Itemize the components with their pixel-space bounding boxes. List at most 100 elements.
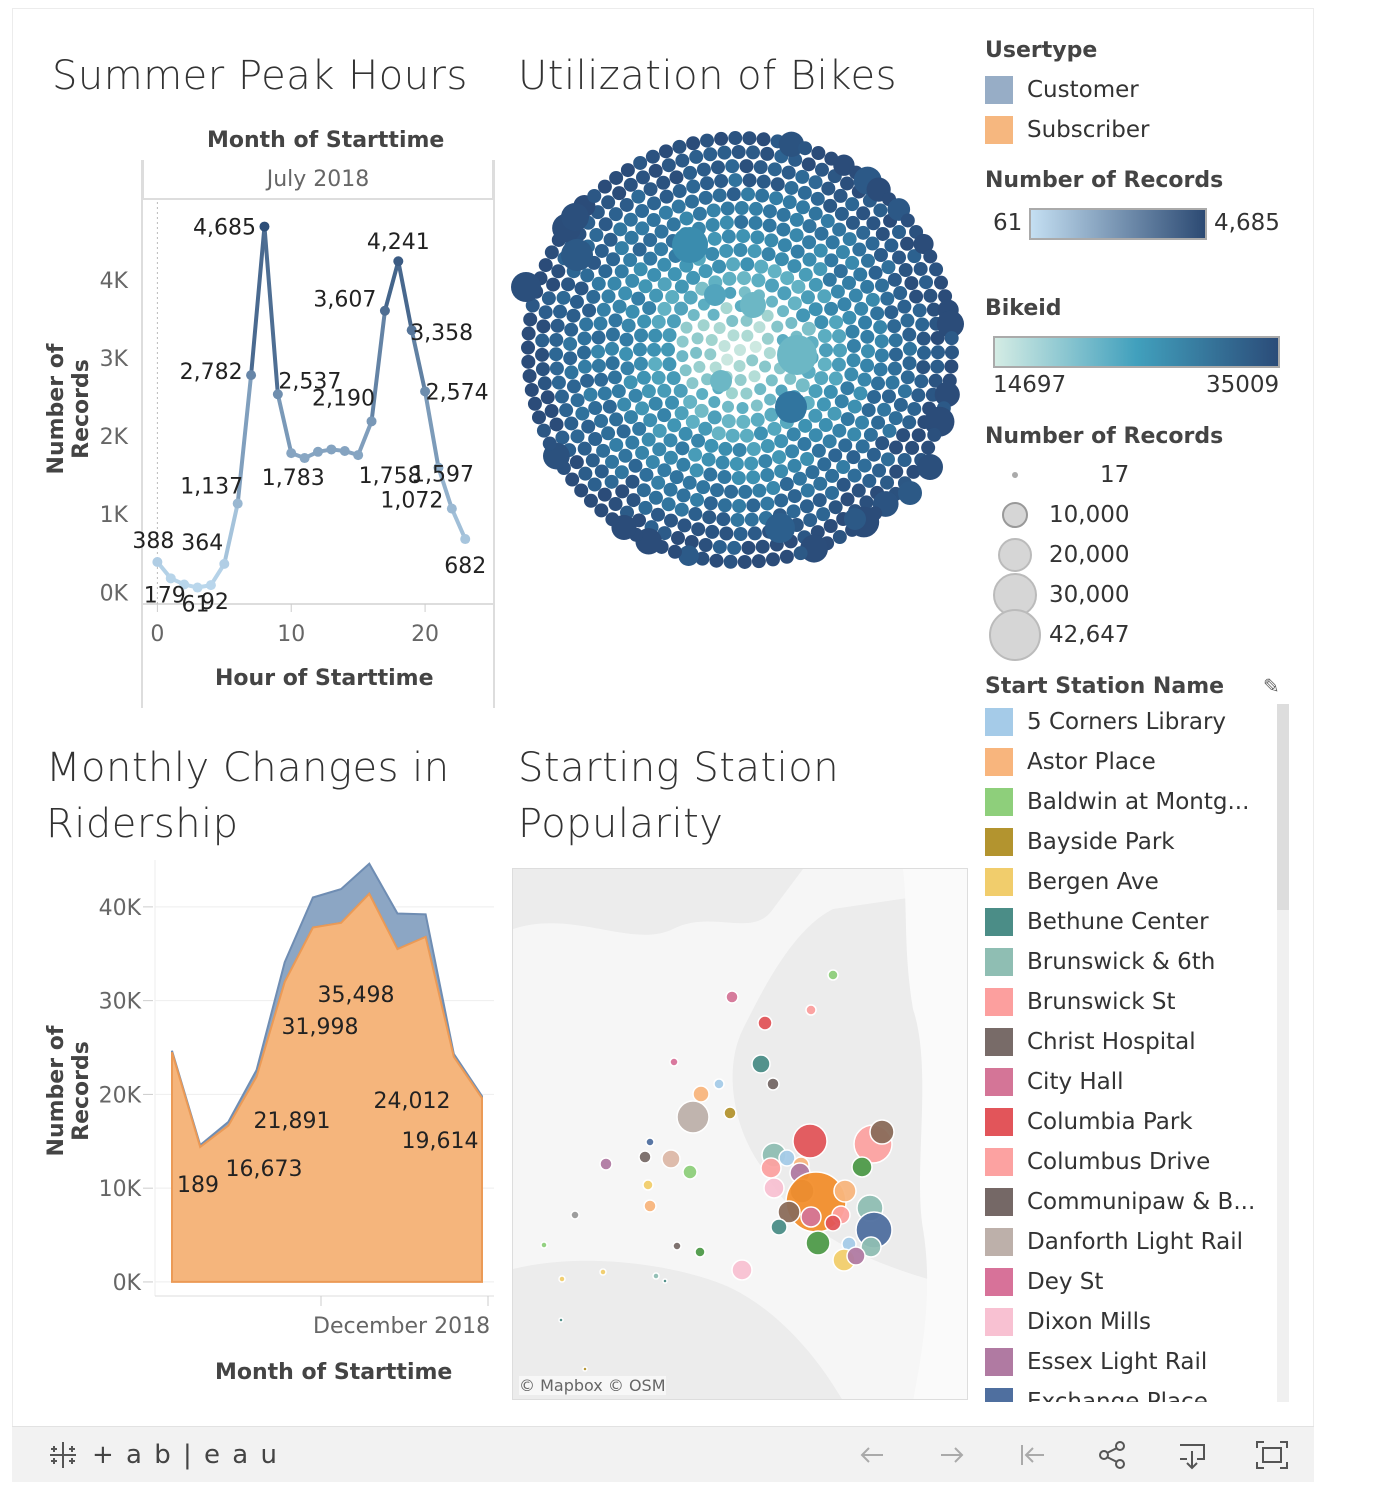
legend-usertype-subscriber[interactable]: Subscriber — [985, 114, 1149, 146]
peak-line-segment — [356, 419, 374, 458]
bike-bubble — [800, 290, 815, 305]
legend-station-item[interactable]: Bergen Ave — [985, 866, 1159, 898]
legend-station-item[interactable]: Columbia Park — [985, 1106, 1193, 1138]
bike-bubble — [866, 216, 881, 231]
swatch — [985, 1108, 1013, 1136]
bike-bubble — [760, 146, 775, 161]
peak-data-label: 1,597 — [411, 463, 474, 488]
legend-station-item[interactable]: Brunswick & 6th — [985, 946, 1215, 978]
legend-label: Bethune Center — [1027, 909, 1209, 935]
legend-station-item[interactable]: Christ Hospital — [985, 1026, 1196, 1058]
bike-bubble — [521, 354, 536, 369]
bike-bubble — [688, 447, 703, 462]
bike-bubble — [707, 231, 722, 246]
legend-label: 5 Corners Library — [1027, 709, 1227, 735]
bike-bubble — [884, 305, 899, 320]
legend-station-item[interactable]: Astor Place — [985, 746, 1156, 778]
bike-bubble — [636, 370, 651, 385]
bike-bubble — [808, 302, 823, 317]
swatch — [985, 1228, 1013, 1256]
legend-station-item[interactable]: Essex Light Rail — [985, 1346, 1207, 1378]
fullscreen-button[interactable] — [1252, 1435, 1292, 1475]
bike-bubble — [661, 342, 676, 357]
bike-bubble — [923, 249, 938, 264]
bike-bubble — [865, 236, 880, 251]
bike-bubble — [808, 428, 823, 443]
legend-station-item[interactable]: Baldwin at Montg... — [985, 786, 1249, 818]
bike-bubble — [605, 341, 620, 356]
bike-bubble — [929, 262, 944, 277]
bike-bubble — [860, 358, 875, 373]
station-marker — [638, 1150, 652, 1164]
monthly-area-chart: 40K 30K 20K 10K 0K 189 16,673 21,891 31,998 35,49… — [99, 860, 494, 1306]
bike-bubble — [645, 149, 660, 164]
bike-bubble — [672, 139, 687, 154]
peak-line-segment — [396, 259, 414, 333]
legend-station-item[interactable]: Communipaw & B... — [985, 1186, 1255, 1218]
title-utilization-of-bikes: Utilization of Bikes — [518, 53, 897, 99]
revert-button[interactable] — [1012, 1435, 1052, 1475]
station-marker — [582, 1366, 588, 1372]
peak-point — [152, 557, 163, 568]
legend-station-item[interactable]: City Hall — [985, 1066, 1124, 1098]
undo-button[interactable] — [852, 1435, 892, 1475]
bike-bubble — [616, 424, 631, 439]
monthly-y-tick: 20K — [99, 1083, 142, 1108]
bike-bubble — [834, 394, 849, 409]
bike-bubble — [774, 493, 789, 508]
share-button[interactable] — [1092, 1435, 1132, 1475]
bike-bubble — [611, 384, 626, 399]
bike-bubble — [822, 272, 837, 287]
station-marker — [851, 1156, 873, 1178]
legend-scrollbar[interactable] — [1277, 704, 1289, 1402]
legend-station-item[interactable]: Columbus Drive — [985, 1146, 1210, 1178]
bike-bubble — [741, 540, 756, 555]
bike-bubble — [817, 329, 832, 344]
peak-x-tick: 10 — [277, 622, 305, 647]
peak-point — [205, 580, 216, 591]
fullscreen-icon — [1256, 1441, 1288, 1469]
legend-station-item[interactable]: Brunswick St — [985, 986, 1175, 1018]
bike-bubble — [631, 189, 646, 204]
peak-point — [219, 558, 230, 569]
bike-bubble — [596, 443, 611, 458]
bike-bubble — [605, 327, 620, 342]
legend-station-item[interactable]: Exchange Place — [985, 1386, 1208, 1402]
edit-pencil-icon[interactable]: ✎ — [1263, 674, 1280, 698]
download-button[interactable] — [1172, 1435, 1212, 1475]
bike-bubble — [761, 309, 774, 322]
bike-bubble — [635, 170, 650, 185]
station-map[interactable]: © Mapbox © OSM — [512, 868, 968, 1400]
legend-station-item[interactable]: Dixon Mills — [985, 1306, 1151, 1338]
legend-station-item[interactable]: Danforth Light Rail — [985, 1226, 1243, 1258]
bike-bubble — [696, 480, 711, 495]
bike-bubble — [669, 470, 684, 485]
legend-station-item[interactable]: 5 Corners Library — [985, 706, 1226, 738]
swatch — [985, 748, 1013, 776]
size-label: 10,000 — [1049, 502, 1130, 528]
legend-scrollbar-thumb[interactable] — [1277, 704, 1289, 910]
bike-bubble — [801, 157, 816, 172]
legend-station-item[interactable]: Dey St — [985, 1266, 1103, 1298]
legend-usertype-customer[interactable]: Customer — [985, 74, 1139, 106]
peak-point — [460, 534, 471, 545]
bike-bubble — [721, 229, 736, 244]
bike-bubble — [934, 381, 960, 408]
station-marker — [723, 1106, 737, 1120]
legend-station-item[interactable]: Bethune Center — [985, 906, 1209, 938]
redo-button[interactable] — [932, 1435, 972, 1475]
legend-station-item[interactable]: Bayside Park — [985, 826, 1175, 858]
bike-bubble — [717, 498, 732, 513]
bike-bubble — [853, 267, 868, 282]
bike-bubble — [728, 173, 743, 188]
legend-bikeid: Bikeid 14697 35009 — [985, 296, 1285, 406]
station-marker — [731, 1259, 753, 1281]
bike-bubble — [900, 313, 915, 328]
bike-bubble-large — [672, 227, 708, 263]
bike-bubble — [784, 180, 799, 195]
peak-col-header: Month of Starttime — [207, 128, 445, 153]
bike-bubble — [591, 276, 606, 291]
bike-bubble — [713, 321, 726, 334]
size-circle-10000 — [1002, 502, 1028, 528]
bike-bubble — [740, 387, 753, 400]
